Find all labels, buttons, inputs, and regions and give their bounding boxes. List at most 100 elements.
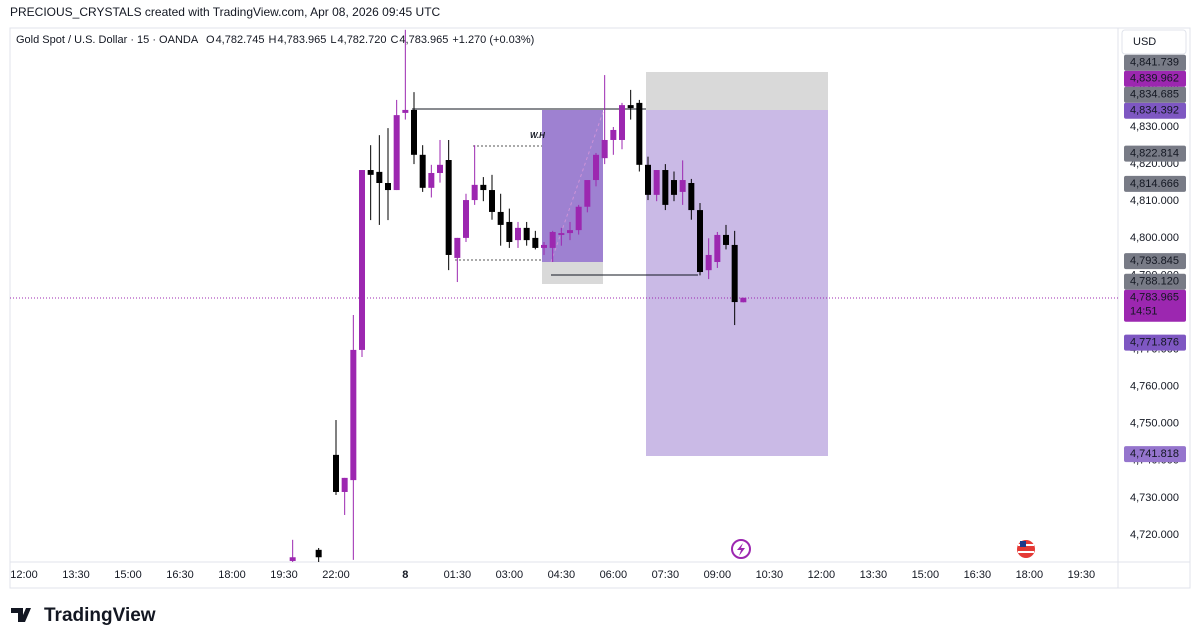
price-badge-label: 4,741.818 <box>1130 448 1179 460</box>
symbol: Gold Spot / U.S. Dollar · 15 · OANDA <box>16 34 199 46</box>
event-icon <box>737 543 745 556</box>
x-tick-label: 12:00 <box>10 569 38 581</box>
price-badge <box>1124 334 1186 351</box>
candle-body <box>341 477 348 492</box>
candle-body <box>714 234 721 263</box>
candle-body <box>575 206 582 231</box>
candle-body <box>645 164 652 195</box>
stop-zone <box>646 72 828 110</box>
x-tick-label: 01:30 <box>444 569 472 581</box>
ohlc-legend: O 4,782.745 H 4,783.965 L 4,782.720 C 4,783.965… <box>206 34 534 46</box>
price-badge-label: 4,814.666 <box>1130 178 1179 190</box>
ohlc-value: 4,782.720 <box>338 34 387 46</box>
candle-body <box>315 549 322 558</box>
candles <box>289 29 747 562</box>
candle-body <box>471 184 478 201</box>
candle-body <box>740 297 747 303</box>
candle-body <box>515 227 522 241</box>
x-tick-label: 18:00 <box>218 569 246 581</box>
candle-body <box>358 170 365 350</box>
x-tick-label: 19:30 <box>1068 569 1096 581</box>
candle-body <box>636 102 643 165</box>
candle-body <box>506 221 513 242</box>
candle-body <box>619 105 626 140</box>
candle-body <box>463 200 470 238</box>
credit: PRECIOUS_CRYSTALS created with TradingVi… <box>10 5 441 19</box>
candle-body <box>541 244 548 248</box>
x-tick-label: 16:30 <box>964 569 992 581</box>
candle-body <box>679 180 686 192</box>
x-tick-label: 13:30 <box>62 569 90 581</box>
candle-body <box>705 254 712 271</box>
price-badge-label: 4,834.392 <box>1130 105 1179 117</box>
candle-body <box>558 233 565 235</box>
price-badge <box>1124 86 1186 103</box>
dashed-line <box>550 111 604 263</box>
candle-body <box>367 170 374 175</box>
candle-body <box>523 227 530 241</box>
candle-body <box>627 105 634 109</box>
candle-body <box>567 230 574 234</box>
x-tick-label: 03:00 <box>496 569 524 581</box>
candle-body <box>289 557 296 561</box>
drawings: W.H <box>10 72 1118 456</box>
candle-body <box>532 237 539 248</box>
candle-body <box>584 180 591 207</box>
price-badges: 4,741.818 4,771.876 4,783.965 14:51 4,788.12… <box>1124 54 1186 463</box>
price-badge <box>1124 145 1186 162</box>
logo <box>11 608 31 622</box>
candle-body <box>610 129 617 140</box>
y-tick-label: 4,720.000 <box>1130 529 1179 541</box>
price-badge <box>1124 289 1186 322</box>
currency-box <box>1121 29 1187 55</box>
y-tick-label: 4,830.000 <box>1130 121 1179 133</box>
candle-body <box>437 164 444 173</box>
candle-body <box>489 190 496 212</box>
candle-body <box>445 160 452 255</box>
x-tick-label: 07:30 <box>652 569 680 581</box>
zone-box <box>542 262 603 284</box>
candle-body <box>601 139 608 159</box>
candle-body <box>385 183 392 191</box>
price-badge <box>1124 70 1186 87</box>
x-tick-label: 15:00 <box>912 569 940 581</box>
x-tick-label: 06:00 <box>600 569 628 581</box>
price-badge-label: 4,834.685 <box>1130 89 1179 101</box>
candle-body <box>350 349 357 481</box>
x-tick-label: 16:30 <box>166 569 194 581</box>
change: +1.270 (+0.03%) <box>452 34 534 46</box>
y-tick-label: 4,750.000 <box>1130 418 1179 430</box>
x-tick-label: 13:30 <box>860 569 888 581</box>
candle-body <box>688 183 695 211</box>
price-badge <box>1124 54 1186 71</box>
price-badge-label: 4,839.962 <box>1130 73 1179 85</box>
brand: TradingView <box>44 605 156 626</box>
candle-body <box>454 237 461 258</box>
candle-body <box>549 231 556 248</box>
x-tick-label: 04:30 <box>548 569 576 581</box>
y-tick-label: 4,730.000 <box>1130 492 1179 504</box>
y-tick-label: 4,760.000 <box>1130 381 1179 393</box>
flag-canton <box>1020 541 1026 547</box>
currency: USD <box>1133 36 1156 48</box>
countdown: 14:51 <box>1130 306 1158 318</box>
ohlc-value: 4,783.965 <box>399 34 448 46</box>
ohlc-letter: O <box>206 34 215 46</box>
y-tick-label: 4,810.000 <box>1130 195 1179 207</box>
candle-body <box>731 244 738 303</box>
price-badge-label: 4,771.876 <box>1130 336 1179 348</box>
x-axis: 12:00 13:30 15:00 16:30 18:00 19:30 22:00 8 01:3… <box>10 569 1095 581</box>
x-tick-label: 10:30 <box>756 569 784 581</box>
price-badge <box>1124 253 1186 270</box>
x-tick-label: 09:00 <box>704 569 732 581</box>
x-tick-label: 22:00 <box>322 569 350 581</box>
candle-body <box>653 170 660 195</box>
candle-body <box>671 180 678 195</box>
candle-body <box>593 154 600 181</box>
ohlc-letter: L <box>330 34 336 46</box>
annotation: W.H <box>530 131 545 140</box>
x-tick-label: 12:00 <box>808 569 836 581</box>
candle-body <box>393 115 400 191</box>
price-badge-label: 4,783.965 <box>1130 292 1179 304</box>
ohlc-letter: H <box>269 34 277 46</box>
